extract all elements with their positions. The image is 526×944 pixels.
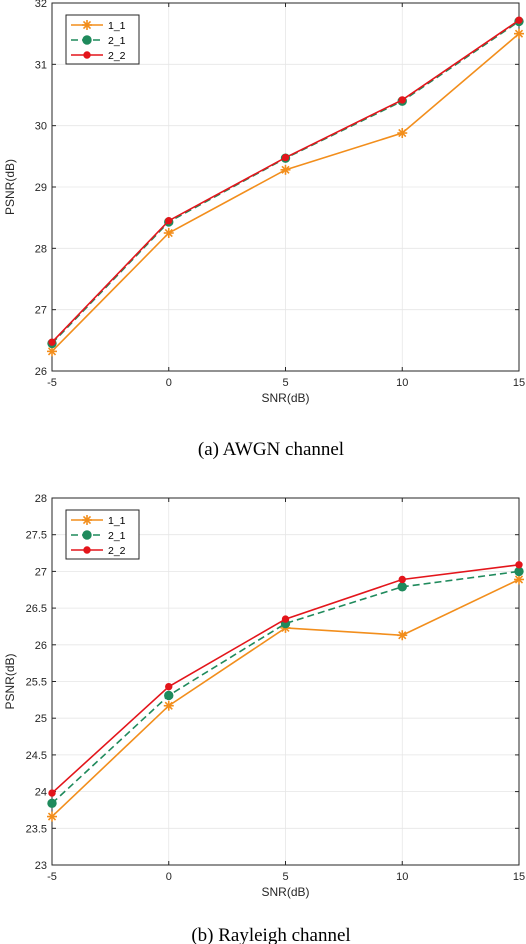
x-tick-label: 0	[166, 377, 172, 389]
data-point	[280, 164, 291, 175]
legend: 1_1 2_1 2_2	[65, 509, 140, 560]
legend-box	[65, 509, 140, 560]
series-line	[51, 570, 520, 804]
y-tick-label: 30	[35, 121, 47, 133]
y-tick-label: 28	[35, 493, 47, 505]
legend-marker	[82, 530, 92, 540]
legend-label: 1_1	[108, 515, 126, 527]
x-tick-label: 0	[166, 871, 172, 883]
y-tick-label: 26	[35, 640, 47, 652]
x-tick-label: 10	[396, 871, 408, 883]
y-tick-label: 24.5	[26, 750, 47, 762]
data-point	[48, 338, 56, 346]
y-tick-label: 23	[35, 860, 47, 872]
y-tick-label: 27.5	[26, 530, 47, 542]
data-point	[163, 228, 174, 238]
x-tick-label: 5	[282, 871, 288, 883]
caption-awgn: (a) AWGN channel	[198, 439, 344, 460]
data-point	[515, 16, 523, 24]
data-point	[163, 700, 174, 711]
x-tick-label: 15	[513, 871, 525, 883]
series-2-1	[47, 566, 524, 809]
x-tick-label: 10	[396, 377, 408, 389]
data-point	[48, 789, 56, 797]
y-tick-label: 28	[35, 243, 47, 255]
y-tick-label: 31	[35, 59, 47, 71]
y-axis-label: PSNR(dB)	[3, 159, 17, 215]
y-tick-label: 27	[35, 305, 47, 317]
legend-label: 2_2	[108, 50, 126, 62]
legend-marker	[83, 51, 91, 59]
x-tick-label: -5	[47, 377, 57, 389]
series-2-2	[48, 16, 523, 346]
data-point	[47, 811, 57, 822]
data-point	[164, 690, 174, 701]
series-2-2	[48, 561, 523, 797]
caption-rayleigh: (b) Rayleigh channel	[191, 925, 350, 944]
data-point	[397, 582, 407, 592]
x-tick-label: -5	[47, 871, 57, 883]
chart-panel-rayleigh: -5 0 5 10 15 23 23.5 24 24.5 25 25.5 26 26.5 27 27.5 28…	[3, 493, 525, 899]
y-tick-label: 29	[35, 182, 47, 194]
legend: 1_1 2_1 2_2	[65, 14, 140, 65]
legend-label: 2_1	[108, 35, 126, 47]
data-point	[165, 217, 173, 225]
data-point	[281, 615, 290, 623]
legend-marker	[82, 20, 92, 30]
y-tick-label: 27	[35, 566, 47, 578]
legend-marker	[82, 35, 92, 45]
y-axis-label: PSNR(dB)	[3, 653, 17, 709]
data-point	[515, 561, 523, 569]
x-tick-label: 15	[513, 377, 525, 389]
chart-panel-awgn: -5 0 5 10 15 26 27 28 29 30 31 32 SNR(dB) PSNR(dB) 1_1…	[3, 0, 525, 405]
data-point	[397, 630, 408, 641]
y-tick-label: 23.5	[26, 823, 47, 835]
legend-box	[65, 14, 140, 65]
y-tick-label: 32	[35, 0, 47, 10]
y-tick-label: 25.5	[26, 677, 47, 689]
legend-label: 2_1	[108, 530, 126, 542]
legend-marker	[83, 546, 91, 554]
y-tick-label: 26	[35, 366, 47, 378]
data-point	[514, 574, 524, 585]
y-tick-label: 26.5	[26, 603, 47, 615]
data-point	[47, 798, 57, 809]
data-point	[397, 128, 408, 139]
legend-label: 1_1	[108, 20, 126, 32]
y-tick-label: 25	[35, 713, 47, 725]
data-point	[165, 682, 173, 691]
legend-label: 2_2	[108, 545, 126, 557]
data-point	[398, 575, 406, 584]
data-point	[514, 28, 524, 39]
x-axis-label: SNR(dB)	[261, 391, 309, 405]
data-point	[398, 96, 406, 104]
series-1-1	[47, 28, 524, 357]
x-axis-label: SNR(dB)	[261, 885, 309, 899]
x-tick-label: 5	[282, 377, 288, 389]
y-tick-label: 24	[35, 787, 47, 799]
legend-marker	[82, 515, 92, 525]
data-point	[281, 153, 290, 162]
